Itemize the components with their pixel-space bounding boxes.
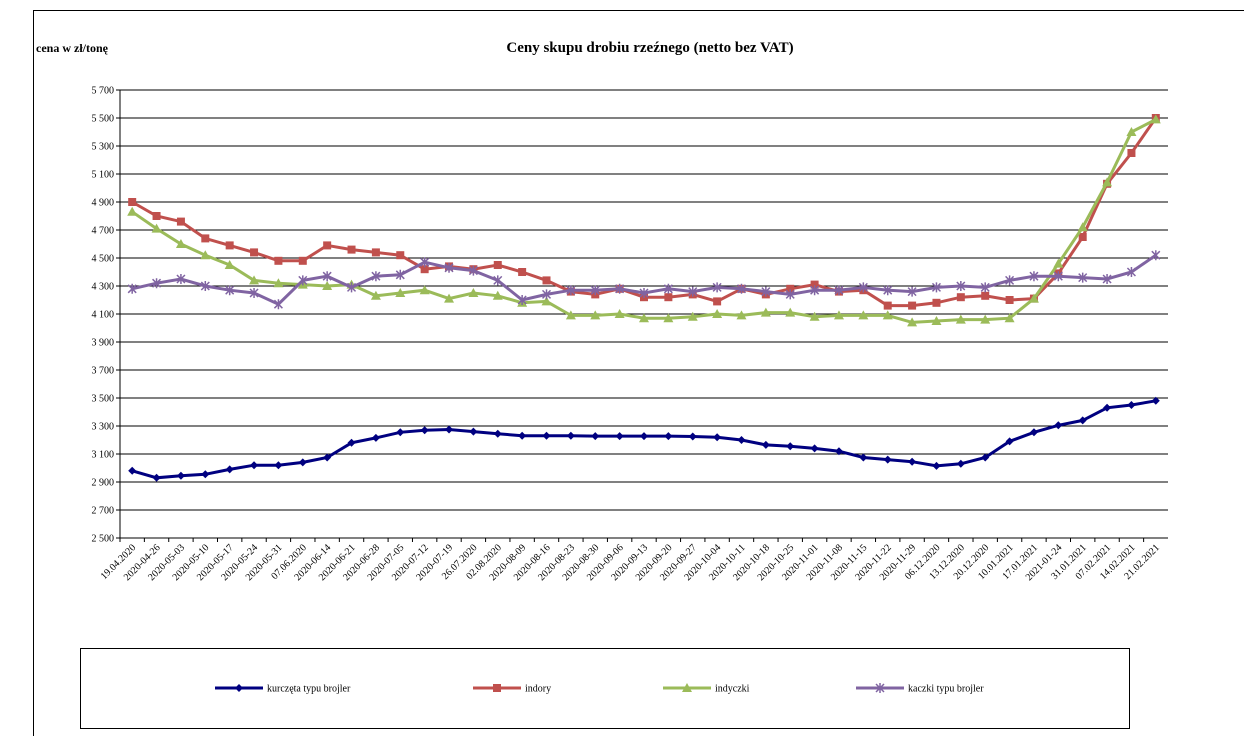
y-tick-label: 2 900 [92,478,115,489]
y-tick-label: 4 300 [92,282,115,293]
data-point [567,432,575,440]
legend-marker [235,684,243,692]
data-point [957,460,965,468]
data-point [518,432,526,440]
data-point [591,432,599,440]
data-point [543,432,551,440]
data-point [1127,149,1135,157]
data-point [908,302,916,310]
chart-frame [34,11,1244,737]
y-tick-label: 3 700 [92,366,115,377]
data-point [201,470,209,478]
data-point [1127,401,1135,409]
data-point [981,292,989,300]
data-point [640,432,648,440]
data-point [153,212,161,220]
y-tick-label: 2 500 [92,534,115,545]
data-point [226,241,234,249]
y-tick-label: 2 700 [92,506,115,517]
data-point [396,428,404,436]
legend-label: kurczęta typu brojler [267,684,351,695]
data-point [153,474,161,482]
y-tick-label: 4 700 [92,226,115,237]
data-point [737,436,745,444]
data-point [127,207,137,216]
y-tick-label: 3 300 [92,422,115,433]
data-point [811,444,819,452]
data-point [226,465,234,473]
y-tick-label: 4 500 [92,254,115,265]
data-point [1030,428,1038,436]
data-point [543,276,551,284]
data-point [1079,233,1087,241]
y-tick-label: 5 100 [92,170,115,181]
data-point [884,302,892,310]
legend-label: kaczki typu brojler [908,684,984,695]
y-tick-label: 5 700 [92,86,115,97]
data-point [786,442,794,450]
data-point [713,297,721,305]
data-point [518,268,526,276]
data-point [177,472,185,480]
data-point [908,458,916,466]
y-tick-label: 3 100 [92,450,115,461]
data-point [859,454,867,462]
data-point [274,257,282,265]
data-point [1054,421,1062,429]
data-point [323,241,331,249]
data-point [299,257,307,265]
data-point [689,433,697,441]
y-tick-label: 5 300 [92,142,115,153]
y-tick-label: 3 900 [92,338,115,349]
chart-title: Ceny skupu drobiu rzeźnego (netto bez VA… [506,40,793,56]
data-point [957,293,965,301]
y-tick-label: 5 500 [92,114,115,125]
y-tick-label: 3 500 [92,394,115,405]
data-point [664,293,672,301]
data-point [664,432,672,440]
data-point [421,426,429,434]
data-point [1006,296,1014,304]
data-point [372,248,380,256]
data-point [469,428,477,436]
data-point [250,248,258,256]
data-point [494,430,502,438]
data-point [299,458,307,466]
data-point [372,434,380,442]
data-point [445,426,453,434]
data-point [177,218,185,226]
legend-label: indory [525,684,551,695]
data-point [762,441,770,449]
data-point [616,432,624,440]
data-point [201,234,209,242]
y-axis-label: cena w zł/tonę [36,41,109,55]
legend-label: indyczki [715,684,750,695]
data-point [348,246,356,254]
y-tick-label: 4 100 [92,310,115,321]
data-point [128,467,136,475]
data-point [932,299,940,307]
data-point [494,261,502,269]
legend-marker [493,684,501,692]
data-point [884,456,892,464]
data-point [250,461,258,469]
data-point [713,433,721,441]
data-point [1152,250,1160,260]
y-tick-label: 4 900 [92,198,115,209]
data-point [396,251,404,259]
data-point [274,461,282,469]
data-point [932,462,940,470]
data-point [128,198,136,206]
